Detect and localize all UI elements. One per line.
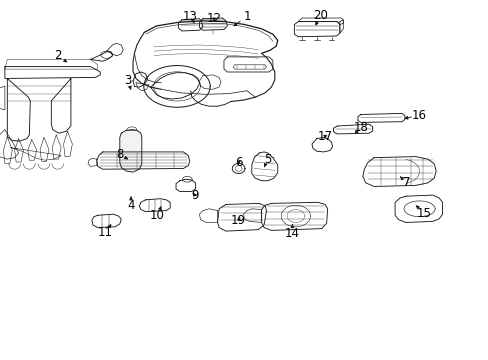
Text: 7: 7 <box>402 176 410 189</box>
Text: 2: 2 <box>54 49 61 62</box>
Text: 6: 6 <box>234 156 242 169</box>
Text: 13: 13 <box>182 10 197 23</box>
Text: 12: 12 <box>206 12 221 25</box>
Text: 4: 4 <box>127 199 135 212</box>
Text: 1: 1 <box>243 10 250 23</box>
Text: 5: 5 <box>264 153 271 166</box>
Text: 8: 8 <box>116 148 123 161</box>
Text: 11: 11 <box>98 226 112 239</box>
Text: 9: 9 <box>190 189 198 202</box>
Polygon shape <box>120 130 142 172</box>
Text: 3: 3 <box>124 75 132 87</box>
Text: 19: 19 <box>231 214 245 227</box>
Text: 14: 14 <box>285 227 299 240</box>
Text: 18: 18 <box>353 121 367 134</box>
Text: 15: 15 <box>416 207 431 220</box>
Text: 20: 20 <box>312 9 327 22</box>
Text: 17: 17 <box>317 130 332 143</box>
Text: 10: 10 <box>150 209 164 222</box>
Text: 16: 16 <box>411 109 426 122</box>
